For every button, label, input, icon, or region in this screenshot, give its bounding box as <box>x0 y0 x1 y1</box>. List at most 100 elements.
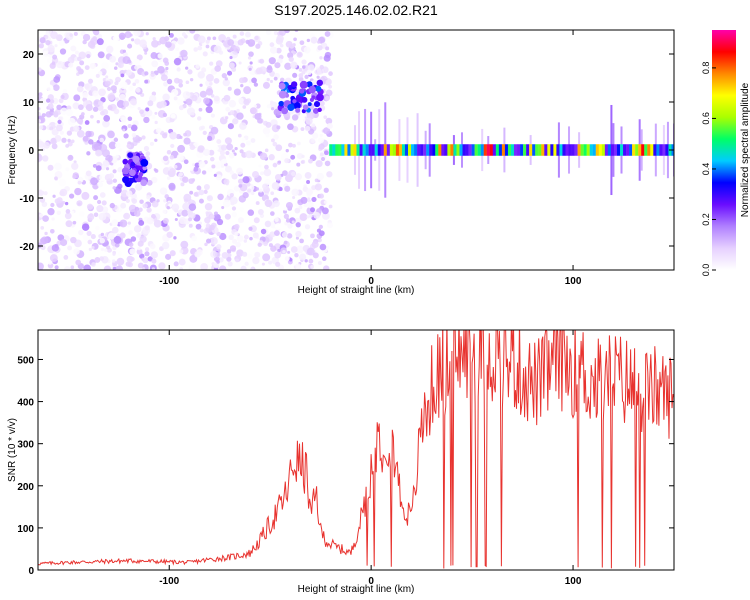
heatmap-cell <box>232 34 237 39</box>
heatmap-cell <box>268 260 273 265</box>
heatmap-cell <box>298 115 306 124</box>
heatmap-cell <box>107 93 116 101</box>
heatmap-cell <box>299 88 305 94</box>
heatmap-cell <box>178 172 184 177</box>
heatmap-cell <box>107 130 115 139</box>
heatmap-cell <box>120 73 125 78</box>
heatmap-cell <box>65 220 73 228</box>
heatmap-cell <box>213 45 222 54</box>
heatmap-cell <box>244 261 249 266</box>
heatmap-cell <box>613 144 618 156</box>
heatmap-cell <box>227 261 233 267</box>
heatmap-cell <box>58 116 64 121</box>
heatmap-cell <box>216 244 222 250</box>
heatmap-cell <box>187 209 194 216</box>
heatmap-cell <box>128 204 137 213</box>
heatmap-cell <box>94 257 101 263</box>
heatmap-cell <box>168 182 176 190</box>
heatmap-cell <box>205 211 209 215</box>
heatmap-cell <box>56 104 62 111</box>
heatmap-cell <box>146 217 154 225</box>
heatmap-cell <box>237 178 244 185</box>
heatmap-cell <box>62 88 68 94</box>
heatmap-cell <box>377 144 381 156</box>
heatmap-cell <box>304 125 311 132</box>
heatmap-cell <box>193 166 199 172</box>
heatmap-cell <box>92 106 99 112</box>
heatmap-cell <box>87 40 96 49</box>
heatmap-cell <box>137 246 142 251</box>
heatmap-cell <box>85 130 92 138</box>
colorbar-tick-label: 0.2 <box>701 213 711 226</box>
heatmap-cell <box>197 71 205 79</box>
heatmap-cell <box>249 107 257 115</box>
heatmap-cell <box>309 97 314 102</box>
heatmap-cell <box>177 37 185 45</box>
heatmap-cell <box>267 65 273 71</box>
heatmap-cell <box>216 139 222 145</box>
heatmap-cell <box>341 144 345 156</box>
heatmap-cell <box>180 182 185 187</box>
heatmap-cell <box>149 264 157 270</box>
heatmap-cell <box>41 113 46 118</box>
heatmap-cell <box>182 202 191 211</box>
heatmap-cell <box>225 165 232 173</box>
heatmap-cell <box>122 49 127 53</box>
heatmap-cell <box>276 125 281 130</box>
heatmap-cell <box>42 215 49 222</box>
heatmap-cell <box>129 248 136 255</box>
heatmap-cell <box>218 265 227 270</box>
heatmap-cell <box>299 213 308 221</box>
heatmap-cell <box>138 207 143 212</box>
heatmap-cell <box>139 39 147 48</box>
heatmap-cell <box>72 174 77 179</box>
heatmap-cell <box>238 183 243 188</box>
heatmap-cell <box>165 253 172 260</box>
heatmap-cell <box>302 104 309 111</box>
heatmap-cell <box>78 104 84 111</box>
heatmap-cell <box>207 167 213 173</box>
heatmap-cell <box>291 171 296 177</box>
heatmap-cell <box>39 97 47 105</box>
y-tick-label: 100 <box>17 524 34 535</box>
heatmap-cell <box>125 69 132 76</box>
heatmap-cell <box>270 211 275 216</box>
y-tick-label: -10 <box>20 194 35 205</box>
heatmap-cell <box>130 98 137 106</box>
heatmap-cell <box>87 239 93 245</box>
heatmap-cell <box>162 93 170 101</box>
heatmap-cell <box>271 107 275 111</box>
heatmap-cell <box>441 144 445 156</box>
heatmap-cell <box>323 187 329 193</box>
heatmap-cell <box>267 140 271 144</box>
heatmap-cell <box>278 90 287 99</box>
heatmap-cell <box>178 105 184 111</box>
heatmap-cell <box>529 144 533 156</box>
heatmap-cell <box>199 90 207 98</box>
heatmap-cell <box>114 81 119 86</box>
heatmap-cell <box>248 67 252 71</box>
heatmap-cell <box>95 165 102 172</box>
heatmap-cell <box>592 144 596 156</box>
heatmap-cell <box>207 135 213 141</box>
y-tick-label: 200 <box>17 482 34 493</box>
heatmap-cell <box>270 191 275 196</box>
heatmap-cell <box>109 55 117 63</box>
heatmap-cell <box>265 133 270 138</box>
heatmap-cell <box>173 236 177 240</box>
heatmap-cell <box>154 138 158 142</box>
heatmap-cell <box>140 179 148 187</box>
heatmap-cell <box>86 230 92 236</box>
heatmap-cell <box>119 69 126 76</box>
heatmap-cell <box>70 45 77 52</box>
heatmap-cell <box>144 71 149 76</box>
heatmap-cell <box>170 143 175 149</box>
heatmap-cell <box>147 100 154 107</box>
heatmap-cell <box>115 97 119 101</box>
heatmap-cell <box>571 144 575 156</box>
heatmap-cell <box>205 223 211 229</box>
heatmap-cell <box>119 219 128 228</box>
heatmap-cell <box>39 197 46 203</box>
heatmap-cell <box>236 249 244 257</box>
heatmap-cell <box>307 102 312 107</box>
